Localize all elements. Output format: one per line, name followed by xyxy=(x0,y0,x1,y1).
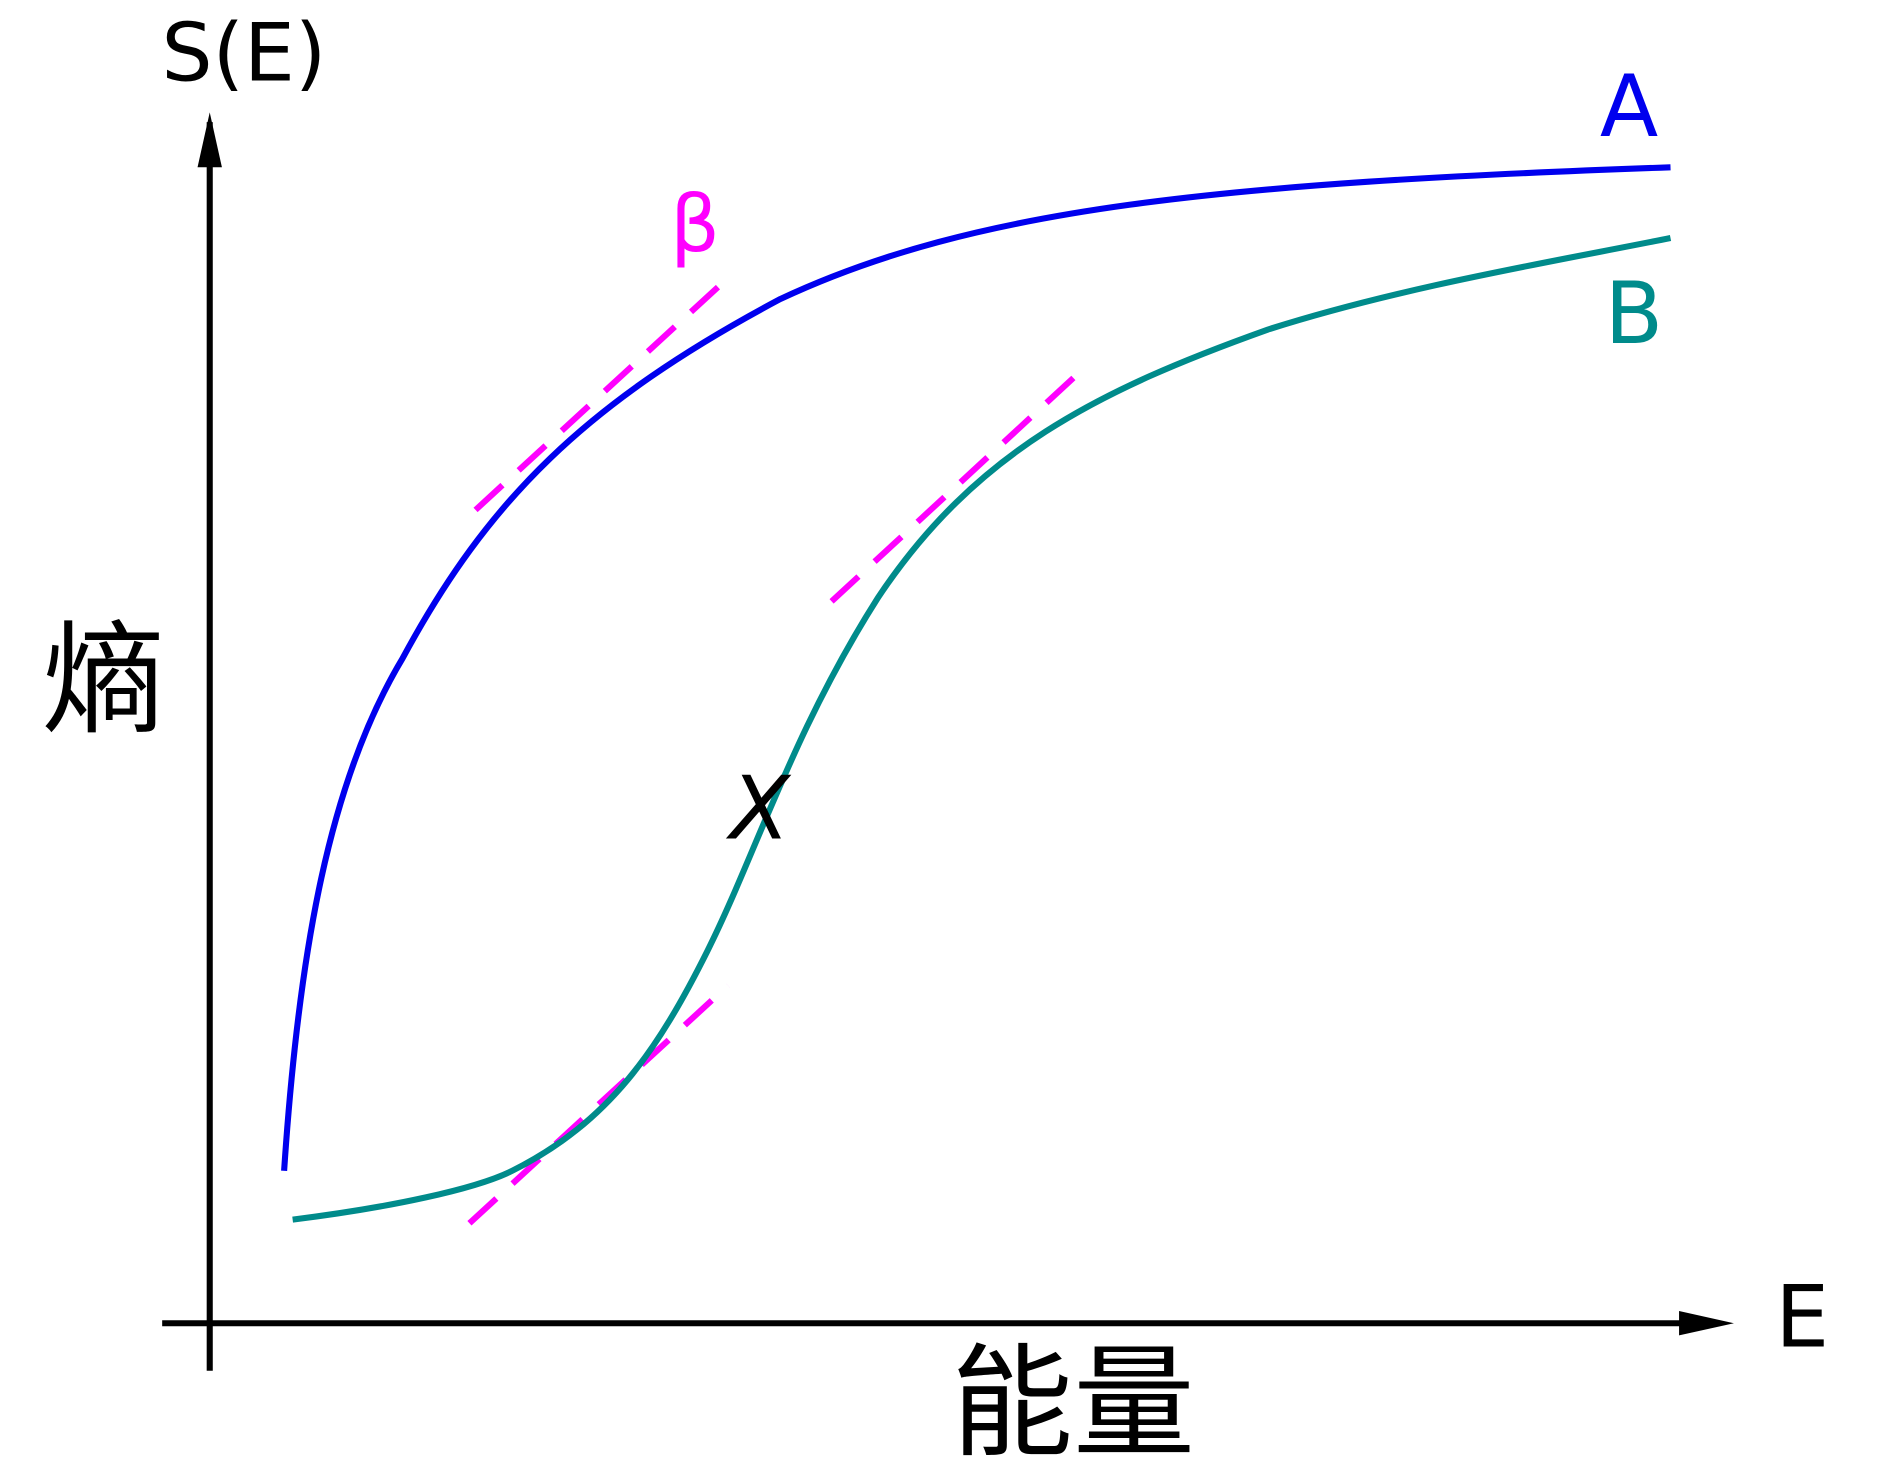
curve-label: A xyxy=(1600,58,1658,157)
tangent-line xyxy=(829,361,1091,604)
tangent-label: β xyxy=(670,180,720,270)
curve-a xyxy=(281,164,1671,1172)
y-label: S(E) xyxy=(162,6,327,100)
tangent-line xyxy=(473,272,734,513)
x-label: E xyxy=(1775,1269,1829,1368)
x-axis-arrow xyxy=(1679,1311,1734,1336)
y-axis-arrow xyxy=(197,112,222,168)
y-title: 熵 xyxy=(43,609,165,751)
x-title: 能量 xyxy=(951,1332,1195,1474)
tangents xyxy=(467,272,1091,1226)
curve-label: B xyxy=(1605,265,1664,364)
curve-b xyxy=(292,235,1672,1223)
tangent-line xyxy=(467,983,731,1226)
point-label: X xyxy=(726,758,792,860)
